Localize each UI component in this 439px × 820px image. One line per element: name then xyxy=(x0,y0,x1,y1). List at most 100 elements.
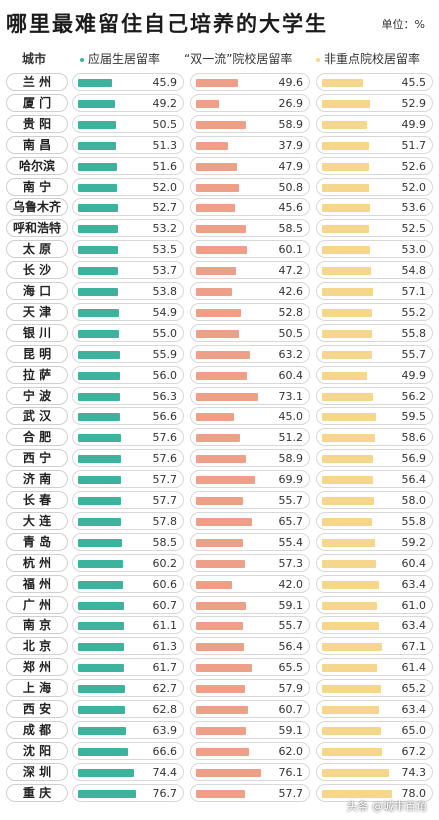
col1-cell: 57.6 xyxy=(72,449,184,468)
col2-cell: 69.9 xyxy=(190,470,310,489)
col2-bar xyxy=(196,538,243,547)
col1-value: 51.6 xyxy=(152,159,178,173)
col3-cell: 58.6 xyxy=(316,428,433,447)
col2-cell: 60.7 xyxy=(190,700,310,718)
col2-cell: 57.7 xyxy=(190,783,310,802)
col1-value: 51.3 xyxy=(152,138,178,152)
table-row: 兰 州 45.9 49.6 45.5 xyxy=(0,72,439,92)
table-row: 南 京 61.1 55.7 63.4 xyxy=(0,615,439,635)
col1-bar xyxy=(78,643,124,652)
col3-value: 55.8 xyxy=(401,326,427,340)
col2-value: 51.2 xyxy=(278,431,304,445)
col1-value: 53.2 xyxy=(152,222,178,236)
col2-bar xyxy=(196,559,245,568)
col1-bar xyxy=(78,789,136,798)
col2-cell: 65.5 xyxy=(190,658,310,677)
col3-cell: 78.0 xyxy=(316,783,433,802)
col2-bar xyxy=(196,183,239,192)
col3-value: 56.9 xyxy=(401,452,427,466)
col1-value: 53.8 xyxy=(152,285,178,298)
col3-value: 45.5 xyxy=(401,76,427,89)
city-label: 沈 阳 xyxy=(6,741,68,760)
col3-cell: 51.7 xyxy=(316,135,433,154)
col2-cell: 50.5 xyxy=(190,323,310,342)
col3-value: 52.5 xyxy=(401,222,427,236)
col3-bar xyxy=(322,434,375,443)
col1-cell: 52.7 xyxy=(72,198,184,217)
col1-cell: 51.6 xyxy=(72,156,184,175)
col3-value: 56.4 xyxy=(401,473,427,487)
city-label: 南 昌 xyxy=(6,135,68,154)
col3-value: 56.2 xyxy=(401,389,427,403)
col3-bar xyxy=(322,706,379,714)
col2-value: 65.5 xyxy=(278,661,304,675)
col3-cell: 61.0 xyxy=(316,595,433,614)
col3-bar xyxy=(322,204,370,213)
col2-cell: 45.6 xyxy=(190,198,310,217)
col2-bar xyxy=(196,246,247,255)
col1-cell: 58.5 xyxy=(72,532,184,551)
col3-value: 59.5 xyxy=(401,410,427,424)
col1-value: 57.7 xyxy=(152,473,178,487)
col3-cell: 63.4 xyxy=(316,700,433,718)
city-label: 宁 波 xyxy=(6,386,68,405)
col3-cell: 61.4 xyxy=(316,658,433,677)
city-label: 北 京 xyxy=(6,637,68,656)
col1-value: 62.8 xyxy=(152,703,178,716)
city-label: 重 庆 xyxy=(6,783,68,802)
col2-value: 57.9 xyxy=(278,682,304,696)
col3-bar xyxy=(322,225,369,234)
col2-value: 45.6 xyxy=(278,201,304,215)
col2-cell: 60.1 xyxy=(190,240,310,259)
col1-value: 63.9 xyxy=(152,723,178,737)
col1-value: 60.6 xyxy=(152,577,178,591)
col3-bar xyxy=(322,622,379,631)
col2-value: 37.9 xyxy=(278,138,304,152)
col2-cell: 26.9 xyxy=(190,93,310,112)
col3-bar xyxy=(322,664,377,673)
table-row: 福 州 60.6 42.0 63.4 xyxy=(0,574,439,594)
col2-bar xyxy=(196,517,252,526)
col3-value: 60.4 xyxy=(401,556,427,570)
col1-value: 54.9 xyxy=(152,305,178,319)
col2-value: 59.1 xyxy=(278,598,304,612)
col2-cell: 76.1 xyxy=(190,762,310,781)
table-row: 上 海 62.7 57.9 65.2 xyxy=(0,678,439,698)
col1-value: 60.7 xyxy=(152,598,178,612)
col1-bar xyxy=(78,768,134,777)
col1-bar xyxy=(78,288,118,296)
col3-bar xyxy=(322,162,369,171)
col2-cell: 60.4 xyxy=(190,365,310,384)
col2-value: 59.1 xyxy=(278,723,304,737)
col2-bar xyxy=(196,434,240,443)
table-row: 重 庆 76.7 57.7 78.0 xyxy=(0,783,439,803)
col3-bar xyxy=(322,120,367,129)
table-row: 西 宁 57.6 58.9 56.9 xyxy=(0,448,439,468)
col3-value: 63.4 xyxy=(401,619,427,633)
col2-bar xyxy=(196,225,246,234)
city-label: 郑 州 xyxy=(6,658,68,677)
city-label: 贵 阳 xyxy=(6,114,68,133)
col2-bar xyxy=(196,329,239,338)
col2-cell: 47.9 xyxy=(190,156,310,175)
col2-cell: 42.0 xyxy=(190,574,310,593)
col3-bar xyxy=(322,413,376,422)
col1-cell: 45.9 xyxy=(72,73,184,91)
col1-value: 62.7 xyxy=(152,682,178,696)
col1-value: 52.0 xyxy=(152,180,178,194)
col1-value: 53.5 xyxy=(152,243,178,257)
col3-value: 53.6 xyxy=(401,201,427,215)
city-label: 兰 州 xyxy=(6,73,68,91)
city-label: 乌鲁木齐 xyxy=(6,198,68,217)
col3-value: 53.0 xyxy=(401,243,427,257)
table-row: 宁 波 56.3 73.1 56.2 xyxy=(0,386,439,406)
col3-cell: 55.2 xyxy=(316,302,433,321)
col1-header: 应届生居留率 xyxy=(80,50,160,67)
col1-dot-icon xyxy=(80,57,84,62)
col1-header-label: 应届生居留率 xyxy=(88,52,161,66)
col1-bar xyxy=(78,79,112,87)
col3-bar xyxy=(322,308,372,317)
col3-bar xyxy=(322,768,389,777)
col3-cell: 65.2 xyxy=(316,679,433,698)
col1-cell: 60.6 xyxy=(72,574,184,593)
